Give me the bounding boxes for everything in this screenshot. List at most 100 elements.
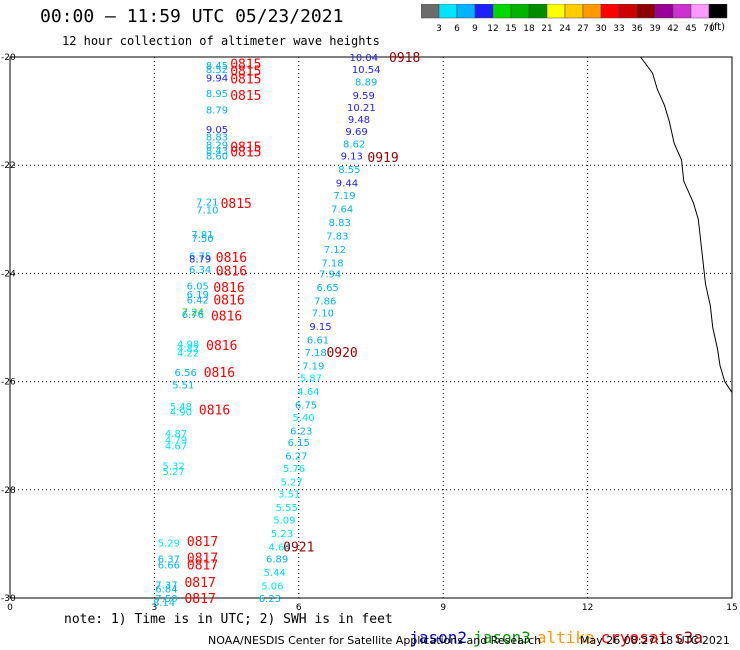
pass-time-label: 0816 [213,293,244,308]
wave-height-value: 4.87 [165,429,187,440]
wave-height-value: 7.10 [196,206,218,217]
wave-height-value: 8.45 [206,61,228,72]
wave-height-value: 7.64 [331,204,353,215]
wave-height-value: 4.22 [177,348,199,359]
pass-time-label: 0816 [199,404,230,419]
wave-height-value: 8.29 [206,141,228,152]
wave-height-value: 5.40 [292,413,314,424]
wave-height-value: 6.27 [285,452,307,463]
wave-height-value: 5.51 [172,380,194,391]
pass-time-label: 0815 [230,73,261,88]
y-tick-label: -22 [1,161,16,171]
x-tick-label: 6 [296,603,302,613]
wave-height-value: 5.06 [261,582,283,593]
wave-height-value: 6.19 [187,290,209,301]
color-scale-tick: 18 [523,24,535,34]
wave-height-value: 8.95 [206,89,228,100]
wave-height-value: 7.50 [191,234,213,245]
wave-height-value: 5.87 [300,373,322,384]
wave-height-value: 7.86 [314,296,336,307]
wave-height-value: 7.18 [305,348,327,359]
wave-height-value: 4.79 [165,435,187,446]
satellite-altika: altika [536,628,595,647]
color-scale-tick: 33 [613,24,624,34]
wave-height-value: 10.21 [347,103,376,114]
wave-height-value: 6.05 [187,281,209,292]
wave-height-value: 6.34 [189,265,211,276]
satellite-s3a: s3a [674,628,703,647]
wave-height-value: 7.37 [155,580,177,591]
color-scale-tick: 3 [436,24,442,34]
color-scale-tick: 9 [472,24,478,34]
wave-height-value: 6.75 [295,400,317,411]
wave-height-value: 7.83 [326,232,348,243]
satellite-jason3: jason3 [473,628,531,647]
wave-height-value: 5.23 [271,529,293,540]
pass-time-label: 0815 [230,57,261,72]
pass-time-label: 0817 [184,576,215,591]
wave-height-value: 6.61 [307,335,329,346]
wave-height-value: 9.15 [309,322,331,333]
wave-height-value: 5.29 [158,538,180,549]
wave-height-value: 5.76 [283,464,305,475]
wave-height-value: 6.42 [187,295,209,306]
wave-height-value: 7.10 [312,308,334,319]
wave-height-value: 8.89 [355,77,377,88]
color-scale-tick: 42 [667,24,678,34]
y-tick-label: -26 [1,378,16,388]
pass-time-label: 0816 [211,310,242,325]
x-tick-label: 9 [440,603,446,613]
pass-time-label: 0815 [230,89,261,104]
color-scale-tick: 27 [577,24,588,34]
color-scale-tick: 21 [541,24,552,34]
wave-height-value: 7.19 [302,361,324,372]
pass-time-label: 0815 [230,65,261,80]
pass-time-label: 0817 [187,535,218,550]
pass-time-label: 0816 [206,339,237,354]
wave-height-value: 7.50 [155,594,177,605]
wave-height-value: 8.62 [343,140,365,151]
wave-height-value: 4.64 [268,543,290,554]
pass-time-label: 0918 [389,51,420,66]
wave-height-value: 6.76 [182,310,204,321]
y-tick-label: -24 [1,269,16,279]
pass-time-label: 0816 [213,281,244,296]
wave-height-value: 6.23 [259,594,281,605]
wave-height-value: 4.82 [177,344,199,355]
wave-height-value: 7.94 [319,269,341,280]
pass-time-label: 0816 [216,251,247,266]
satellite-cryosat: cryosat [600,628,669,647]
wave-height-value: 8.79 [189,254,211,265]
pass-time-label: 0817 [187,558,218,573]
wave-height-value: 9.48 [348,115,370,126]
wave-height-value: 4.90 [170,407,192,418]
color-scale-tick: 24 [559,24,571,34]
wave-height-value: 7.81 [191,230,213,241]
color-swatch [708,4,728,19]
wave-height-value: 9.94 [206,74,228,85]
pass-time-label: 0817 [184,592,215,607]
wave-height-value: 8.52 [206,65,228,76]
wave-height-value: 7.19 [333,191,355,202]
wave-height-value: 10.54 [352,65,381,76]
wave-height-value: 7.18 [321,259,343,270]
wave-height-value: 8.60 [206,151,228,162]
wave-height-value: 6.75 [189,252,211,263]
wave-height-value: 9.05 [206,125,228,136]
color-scale-tick: 30 [595,24,607,34]
wave-height-value: 6.89 [266,555,288,566]
wave-height-value: 6.37 [158,555,180,566]
pass-time-label: 0919 [367,151,398,166]
wave-height-value: 5.27 [163,467,185,478]
plot-frame [9,56,733,599]
x-tick-label: 12 [582,603,593,613]
color-scale-tick: 45 [685,24,696,34]
unit-label: (ft) [710,22,726,33]
wave-height-value: 5.27 [280,478,302,489]
pass-time-label: 0815 [230,146,261,161]
pass-time-label: 0816 [204,366,235,381]
wave-height-value: 10.04 [349,53,378,64]
wave-height-value: 8.43 [206,146,228,157]
color-scale-legend: 3 6 9 12 15 18 21 24 27 30 33 36 39 42 45 70 [421,4,728,34]
wave-height-value: 8.83 [206,133,228,144]
